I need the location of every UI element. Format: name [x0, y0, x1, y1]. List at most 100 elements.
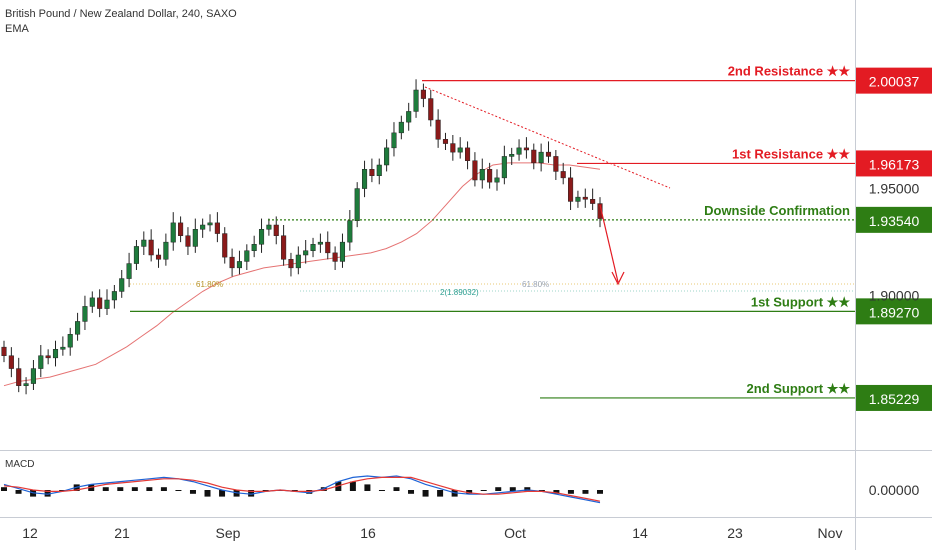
candle-down: [420, 89, 426, 99]
y-tick-label: 1.90000: [869, 288, 920, 304]
candle-down: [273, 224, 279, 236]
candle-down: [369, 169, 375, 176]
macd-histogram-bar: [393, 487, 400, 491]
level-price-tag: [856, 150, 932, 177]
y-tick-label: 1.95000: [869, 181, 920, 197]
candle-down: [523, 147, 529, 151]
candle-down: [16, 368, 22, 386]
macd-histogram-bar: [553, 490, 560, 494]
symbol-title: British Pound / New Zealand Dollar, 240,…: [5, 8, 237, 20]
candle-up: [104, 299, 110, 309]
macd-histogram-bar: [189, 490, 196, 494]
x-tick-label: Nov: [818, 525, 843, 541]
macd-histogram-bar: [146, 487, 153, 491]
candle-up: [376, 164, 382, 176]
candle-down: [229, 256, 235, 269]
candle-down: [222, 233, 228, 258]
candle-up: [538, 151, 544, 164]
macd-histogram-bar: [117, 487, 124, 491]
candle-down: [435, 119, 441, 140]
macd-histogram-bar: [524, 487, 531, 491]
level-name-support: 2nd Support ★★: [747, 381, 851, 396]
candle-up: [192, 229, 198, 247]
candle-down: [568, 177, 574, 202]
candle-up: [111, 291, 117, 301]
x-tick-label: 21: [114, 525, 130, 541]
macd-histogram-bar: [248, 490, 255, 497]
macd-histogram-bar: [408, 490, 415, 494]
candle-up: [361, 169, 368, 189]
macd-histogram-bar: [437, 490, 444, 497]
level-name-confirmation: Downside Confirmation: [704, 203, 850, 218]
candle-up: [266, 224, 272, 230]
macd-histogram-bar: [480, 490, 487, 491]
x-tick-label: 14: [632, 525, 648, 541]
macd-label: MACD: [5, 459, 35, 470]
candle-down: [45, 355, 51, 359]
candle-up: [200, 224, 206, 230]
level-lines: 2nd Resistance ★★ 2.00037 1st Resistance ★…: [130, 64, 932, 411]
candle-up: [133, 246, 139, 264]
candle-down: [97, 297, 103, 309]
level-name-resistance: 1st Resistance ★★: [732, 146, 850, 161]
candle-up: [457, 147, 463, 153]
candle-down: [155, 254, 162, 260]
candle-up: [207, 222, 213, 226]
macd-histogram-bar: [160, 487, 167, 491]
level-price-label: 1.89270: [869, 304, 920, 320]
x-tick-label: 16: [360, 525, 376, 541]
level-price-label: 1.96173: [869, 156, 920, 172]
macd-histogram-bar: [349, 481, 356, 491]
macd-histogram-bar: [567, 490, 574, 494]
level-price-label: 1.85229: [869, 391, 920, 407]
fib-label: 61.80%: [196, 280, 223, 289]
candle-down: [442, 139, 449, 144]
candle-down: [178, 222, 184, 236]
candle-up: [295, 254, 301, 269]
candlestick-series: [1, 79, 603, 395]
candle-down: [553, 156, 559, 172]
candle-up: [479, 169, 485, 181]
candle-down: [1, 346, 7, 356]
candle-down: [472, 160, 478, 181]
candle-down: [531, 149, 537, 164]
macd-histogram-bar: [582, 490, 589, 494]
indicator-label: EMA: [5, 23, 29, 35]
macd-histogram-bar: [597, 490, 603, 494]
macd-pane: [1, 475, 603, 504]
candle-down: [214, 222, 220, 234]
candle-up: [30, 368, 36, 384]
candle-up: [126, 263, 132, 279]
level-price-tag: [856, 384, 932, 411]
x-tick-label: Oct: [504, 525, 526, 541]
macd-histogram-bar: [59, 490, 66, 491]
level-price-tag: [856, 206, 932, 233]
macd-histogram-bar: [175, 490, 182, 491]
candle-down: [8, 355, 14, 369]
candle-down: [465, 147, 471, 161]
fib-label: 61.80%: [522, 280, 549, 289]
candle-up: [119, 278, 125, 292]
candle-up: [354, 188, 360, 221]
candle-up: [509, 154, 515, 157]
candle-down: [597, 203, 603, 219]
macd-histogram-bar: [262, 490, 269, 491]
candle-up: [258, 229, 265, 245]
signal-line: [3, 476, 601, 502]
x-tick-label: 12: [22, 525, 38, 541]
macd-histogram-bar: [204, 490, 211, 497]
annotations: 61.80% 61.80% 2(1.89032): [130, 86, 855, 297]
macd-histogram-bar: [466, 490, 473, 494]
x-tick-label: 23: [727, 525, 743, 541]
candle-up: [244, 250, 250, 262]
level-price-tag: [856, 298, 932, 325]
candle-up: [67, 334, 73, 348]
macd-histogram-bar: [378, 490, 385, 491]
axes: 12 21 Sep 16 Oct 14 23 Nov 1.95000 1.90000 0.00000: [22, 181, 919, 541]
candle-up: [38, 355, 44, 369]
level-price-label: 1.93540: [869, 213, 920, 229]
downside-arrow: [599, 204, 619, 283]
macd-histogram-bar: [538, 490, 545, 491]
